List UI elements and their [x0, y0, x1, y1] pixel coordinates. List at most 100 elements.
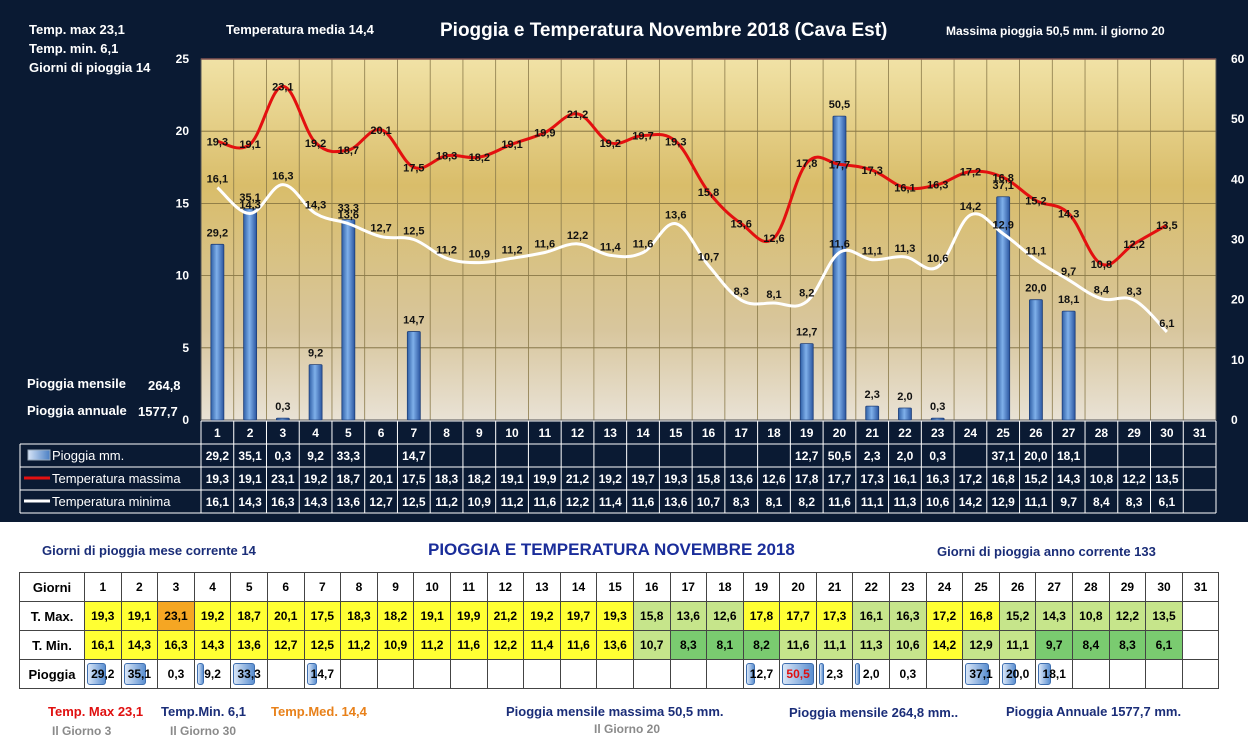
legend-key-rain — [27, 449, 51, 461]
tmax-label-3: 23,1 — [272, 81, 293, 93]
tmin-label-16: 10,7 — [698, 251, 719, 263]
table-day-19: 19 — [800, 426, 814, 440]
summary-rain-cell: 0,3 — [889, 659, 927, 689]
table-cell: 20,0 — [1024, 449, 1048, 463]
summary-tmax-cell: 16,3 — [889, 601, 927, 631]
rain-label-22: 2,0 — [897, 391, 912, 403]
tmax-label-4: 19,2 — [305, 138, 326, 150]
tmin-label-23: 10,6 — [927, 253, 948, 265]
summary-rain-cell — [266, 659, 305, 689]
rain-label-2: 35,1 — [239, 192, 260, 204]
giorni-mese-corrente: Giorni di pioggia mese corrente 14 — [42, 543, 256, 558]
summary-tmax-cell: 19,9 — [449, 601, 488, 631]
tmin-label-11: 11,6 — [534, 238, 555, 250]
summary-rain-bar — [87, 663, 107, 685]
tmax-line — [217, 84, 1168, 267]
tmin-label-19: 8,2 — [799, 288, 814, 300]
tmin-label-5: 13,6 — [338, 210, 359, 222]
table-cell: 9,2 — [307, 449, 324, 463]
tmin-label-27: 9,7 — [1061, 266, 1076, 278]
left-tick-label: 0 — [182, 413, 189, 427]
summary-tmax-cell: 23,1 — [157, 601, 195, 631]
tmax-label-24: 17,2 — [960, 167, 981, 179]
left-tick-label: 20 — [176, 124, 190, 138]
summary-tmax-cell: 17,7 — [779, 601, 817, 631]
summary-tmax-cell: 19,2 — [193, 601, 232, 631]
summary-rain-cell: 2,0 — [852, 659, 891, 689]
tmin-label-4: 14,3 — [305, 200, 326, 212]
table-cell: 16,8 — [991, 472, 1015, 486]
summary-tmax-cell: 18,7 — [230, 601, 268, 631]
rain-label-21: 2,3 — [865, 389, 880, 401]
table-cell: 16,1 — [893, 472, 917, 486]
table-cell: 8,3 — [1126, 495, 1143, 509]
summary-rain-bar — [965, 663, 990, 685]
summary-rain-cell — [1145, 659, 1183, 689]
summary-day-23: 23 — [889, 572, 927, 602]
summary-tmin-cell: 12,2 — [486, 630, 525, 660]
tmin-label-13: 11,4 — [600, 241, 622, 253]
table-cell: 8,1 — [766, 495, 783, 509]
table-cell: 16,1 — [206, 495, 230, 509]
table-cell: 14,7 — [402, 449, 426, 463]
table-cell: 19,7 — [631, 472, 655, 486]
table-day-12: 12 — [571, 426, 585, 440]
table-cell: 15,8 — [697, 472, 721, 486]
tmin-label-18: 8,1 — [766, 289, 781, 301]
tmax-label-15: 19,3 — [665, 136, 686, 148]
summary-row-label: T. Min. — [19, 630, 85, 660]
summary-rain-cell — [559, 659, 598, 689]
summary-tmin-cell: 12,9 — [962, 630, 1000, 660]
table-cell: 2,3 — [864, 449, 881, 463]
summary-day-10: 10 — [413, 572, 451, 602]
summary-row-label: T. Max. — [19, 601, 85, 631]
tmax-label-10: 19,1 — [501, 139, 522, 151]
summary-rain-cell — [632, 659, 671, 689]
summary-rain-value: 50,5 — [786, 667, 810, 681]
table-cell: 12,7 — [795, 449, 819, 463]
summary-rain-value: 0,3 — [899, 667, 917, 681]
table-cell: 12,5 — [402, 495, 426, 509]
rain-label-20: 50,5 — [829, 99, 850, 111]
summary-tmin-cell: 13,6 — [596, 630, 634, 660]
tmax-label-17: 13,6 — [731, 219, 752, 231]
table-day-2: 2 — [247, 426, 254, 440]
rain-label-19: 12,7 — [796, 327, 817, 339]
tmax-label-14: 19,7 — [632, 131, 653, 143]
pioggia-annuale-value: 1577,7 — [138, 404, 178, 419]
summary-tmin-cell: 11,3 — [852, 630, 891, 660]
summary-rain-value: 14,7 — [310, 667, 335, 681]
table-cell: 15,2 — [1024, 472, 1048, 486]
summary-rain-value: 9,2 — [204, 667, 221, 681]
table-cell: 17,8 — [795, 472, 819, 486]
table-cell: 12,2 — [1122, 472, 1146, 486]
rain-label-7: 14,7 — [403, 315, 424, 327]
summary-rain-bar — [1001, 663, 1016, 685]
table-cell: 11,2 — [501, 495, 524, 509]
summary-day-18: 18 — [706, 572, 744, 602]
table-cell: 13,6 — [337, 495, 361, 509]
summary-tmax-cell: 19,7 — [559, 601, 598, 631]
summary-tmax-cell: 15,8 — [632, 601, 671, 631]
table-cell: 6,1 — [1159, 495, 1176, 509]
summary-table: Giorni 1 2 3 4 5 6 7 8 9 10 11 12 13 14 15 16 17 18 19 20 21 2… — [19, 572, 1220, 689]
summary-rain-bar — [123, 663, 147, 685]
summary-tmin-cell: 8,2 — [742, 630, 781, 660]
footer-pioggia-annuale: Pioggia Annuale 1577,7 mm. — [1006, 704, 1182, 719]
rain-bar-25 — [996, 196, 1011, 421]
summary-tmin-cell: 13,6 — [230, 630, 268, 660]
tmax-label-23: 16,3 — [927, 180, 948, 192]
tmin-label-17: 8,3 — [734, 286, 749, 298]
summary-tmax-cell: 14,3 — [1035, 601, 1074, 631]
table-day-10: 10 — [505, 426, 519, 440]
footer-pioggia-massima-day: Il Giorno 20 — [594, 722, 661, 736]
summary-tmax-cell: 15,2 — [998, 601, 1037, 631]
table-day-5: 5 — [345, 426, 352, 440]
table-cell: 12,7 — [369, 495, 393, 509]
summary-tmax-cell: 12,6 — [706, 601, 744, 631]
table-day-11: 11 — [538, 426, 551, 440]
tmax-label-12: 21,2 — [567, 109, 588, 121]
summary-row-label: Giorni — [19, 572, 85, 602]
header-temp-min: Temp. min. 6,1 — [29, 41, 119, 56]
summary-rain-cell — [376, 659, 415, 689]
